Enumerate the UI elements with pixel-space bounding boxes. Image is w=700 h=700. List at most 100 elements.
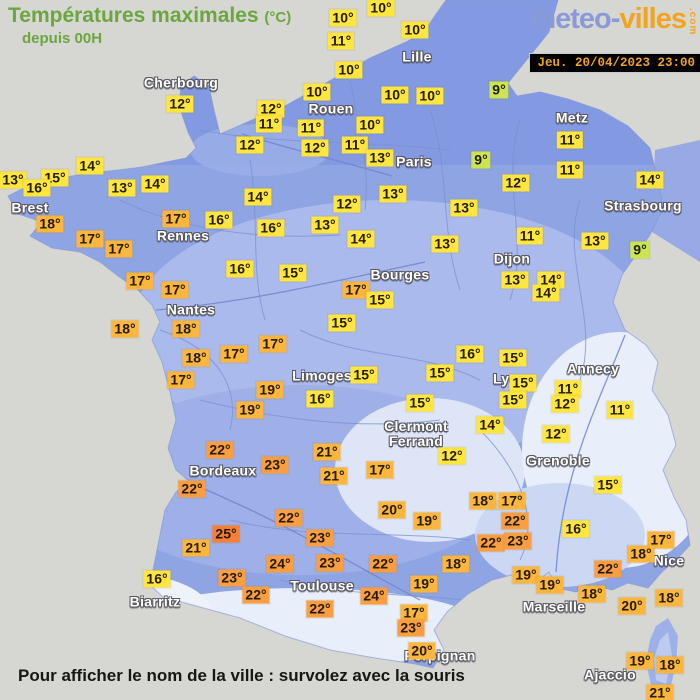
temperature-badge[interactable]: 14° bbox=[532, 284, 560, 302]
temperature-badge[interactable]: 12° bbox=[301, 139, 329, 157]
temperature-badge[interactable]: 13° bbox=[581, 232, 609, 250]
temperature-badge[interactable]: 15° bbox=[426, 364, 454, 382]
temperature-badge[interactable]: 13° bbox=[450, 199, 478, 217]
temperature-badge[interactable]: 14° bbox=[476, 416, 504, 434]
temperature-badge[interactable]: 19° bbox=[536, 576, 564, 594]
temperature-badge[interactable]: 18° bbox=[627, 545, 655, 563]
temperature-badge[interactable]: 17° bbox=[220, 345, 248, 363]
temperature-badge[interactable]: 18° bbox=[442, 555, 470, 573]
temperature-badge[interactable]: 10° bbox=[303, 83, 331, 101]
temperature-badge[interactable]: 15° bbox=[594, 476, 622, 494]
temperature-badge[interactable]: 12° bbox=[257, 100, 285, 118]
temperature-badge[interactable]: 22° bbox=[242, 586, 270, 604]
temperature-badge[interactable]: 23° bbox=[218, 569, 246, 587]
temperature-badge[interactable]: 20° bbox=[618, 597, 646, 615]
temperature-badge[interactable]: 11° bbox=[297, 119, 325, 137]
temperature-badge[interactable]: 19° bbox=[256, 381, 284, 399]
temperature-badge[interactable]: 20° bbox=[378, 501, 406, 519]
temperature-badge[interactable]: 23° bbox=[306, 529, 334, 547]
temperature-badge[interactable]: 18° bbox=[172, 320, 200, 338]
temperature-badge[interactable]: 14° bbox=[244, 188, 272, 206]
temperature-badge[interactable]: 17° bbox=[105, 240, 133, 258]
temperature-badge[interactable]: 23° bbox=[504, 532, 532, 550]
temperature-badge[interactable]: 12° bbox=[542, 425, 570, 443]
temperature-badge[interactable]: 15° bbox=[328, 314, 356, 332]
temperature-badge[interactable]: 21° bbox=[646, 684, 674, 700]
temperature-badge[interactable]: 22° bbox=[206, 441, 234, 459]
temperature-badge[interactable]: 11° bbox=[606, 401, 634, 419]
temperature-badge[interactable]: 16° bbox=[306, 390, 334, 408]
temperature-badge[interactable]: 19° bbox=[413, 512, 441, 530]
temperature-badge[interactable]: 14° bbox=[347, 230, 375, 248]
temperature-badge[interactable]: 13° bbox=[379, 185, 407, 203]
temperature-badge[interactable]: 16° bbox=[23, 179, 51, 197]
temperature-badge[interactable]: 14° bbox=[76, 157, 104, 175]
temperature-badge[interactable]: 25° bbox=[212, 525, 240, 543]
temperature-badge[interactable]: 18° bbox=[36, 215, 64, 233]
temperature-badge[interactable]: 23° bbox=[397, 619, 425, 637]
temperature-badge[interactable]: 20° bbox=[408, 642, 436, 660]
temperature-badge[interactable]: 16° bbox=[205, 211, 233, 229]
temperature-badge[interactable]: 15° bbox=[509, 374, 537, 392]
temperature-badge[interactable]: 17° bbox=[126, 272, 154, 290]
temperature-badge[interactable]: 17° bbox=[647, 531, 675, 549]
temperature-badge[interactable]: 17° bbox=[342, 281, 370, 299]
temperature-badge[interactable]: 17° bbox=[366, 461, 394, 479]
temperature-badge[interactable]: 22° bbox=[178, 480, 206, 498]
temperature-badge[interactable]: 21° bbox=[182, 539, 210, 557]
temperature-badge[interactable]: 11° bbox=[556, 161, 584, 179]
temperature-badge[interactable]: 15° bbox=[499, 349, 527, 367]
temperature-badge[interactable]: 17° bbox=[400, 604, 428, 622]
temperature-badge[interactable]: 10° bbox=[367, 0, 395, 17]
temperature-badge[interactable]: 12° bbox=[236, 136, 264, 154]
temperature-badge[interactable]: 24° bbox=[360, 587, 388, 605]
temperature-badge[interactable]: 19° bbox=[410, 575, 438, 593]
temperature-badge[interactable]: 15° bbox=[366, 291, 394, 309]
temperature-badge[interactable]: 16° bbox=[257, 219, 285, 237]
temperature-badge[interactable]: 11° bbox=[255, 115, 283, 133]
temperature-badge[interactable]: 12° bbox=[166, 95, 194, 113]
temperature-badge[interactable]: 22° bbox=[501, 512, 529, 530]
temperature-badge[interactable]: 13° bbox=[311, 216, 339, 234]
temperature-badge[interactable]: 14° bbox=[141, 175, 169, 193]
temperature-badge[interactable]: 18° bbox=[655, 589, 683, 607]
temperature-badge[interactable]: 21° bbox=[320, 467, 348, 485]
temperature-badge[interactable]: 13° bbox=[0, 171, 27, 189]
temperature-badge[interactable]: 15° bbox=[279, 264, 307, 282]
temperature-badge[interactable]: 22° bbox=[306, 600, 334, 618]
temperature-badge[interactable]: 9° bbox=[471, 151, 491, 169]
temperature-badge[interactable]: 24° bbox=[266, 555, 294, 573]
temperature-badge[interactable]: 21° bbox=[313, 443, 341, 461]
temperature-badge[interactable]: 22° bbox=[477, 534, 505, 552]
temperature-badge[interactable]: 12° bbox=[502, 174, 530, 192]
temperature-badge[interactable]: 18° bbox=[111, 320, 139, 338]
temperature-badge[interactable]: 11° bbox=[327, 32, 355, 50]
temperature-badge[interactable]: 16° bbox=[143, 570, 171, 588]
temperature-badge[interactable]: 12° bbox=[438, 447, 466, 465]
temperature-badge[interactable]: 10° bbox=[335, 61, 363, 79]
temperature-badge[interactable]: 14° bbox=[636, 171, 664, 189]
temperature-badge[interactable]: 13° bbox=[431, 235, 459, 253]
temperature-badge[interactable]: 23° bbox=[316, 554, 344, 572]
temperature-badge[interactable]: 17° bbox=[161, 281, 189, 299]
meteo-villes-logo[interactable]: meteo-villes .com bbox=[530, 4, 698, 35]
temperature-badge[interactable]: 13° bbox=[108, 179, 136, 197]
temperature-badge[interactable]: 13° bbox=[366, 149, 394, 167]
temperature-badge[interactable]: 12° bbox=[333, 195, 361, 213]
temperature-badge[interactable]: 18° bbox=[578, 585, 606, 603]
temperature-badge[interactable]: 10° bbox=[356, 116, 384, 134]
temperature-badge[interactable]: 17° bbox=[498, 492, 526, 510]
temperature-badge[interactable]: 11° bbox=[556, 131, 584, 149]
temperature-badge[interactable]: 22° bbox=[369, 555, 397, 573]
temperature-badge[interactable]: 17° bbox=[259, 335, 287, 353]
temperature-badge[interactable]: 9° bbox=[489, 81, 509, 99]
temperature-badge[interactable]: 16° bbox=[226, 260, 254, 278]
temperature-badge[interactable]: 15° bbox=[350, 366, 378, 384]
temperature-badge[interactable]: 16° bbox=[456, 345, 484, 363]
temperature-badge[interactable]: 11° bbox=[341, 136, 369, 154]
temperature-badge[interactable]: 10° bbox=[381, 86, 409, 104]
temperature-badge[interactable]: 12° bbox=[551, 395, 579, 413]
temperature-badge[interactable]: 15° bbox=[406, 394, 434, 412]
temperature-badge[interactable]: 9° bbox=[630, 241, 650, 259]
temperature-badge[interactable]: 19° bbox=[236, 401, 264, 419]
